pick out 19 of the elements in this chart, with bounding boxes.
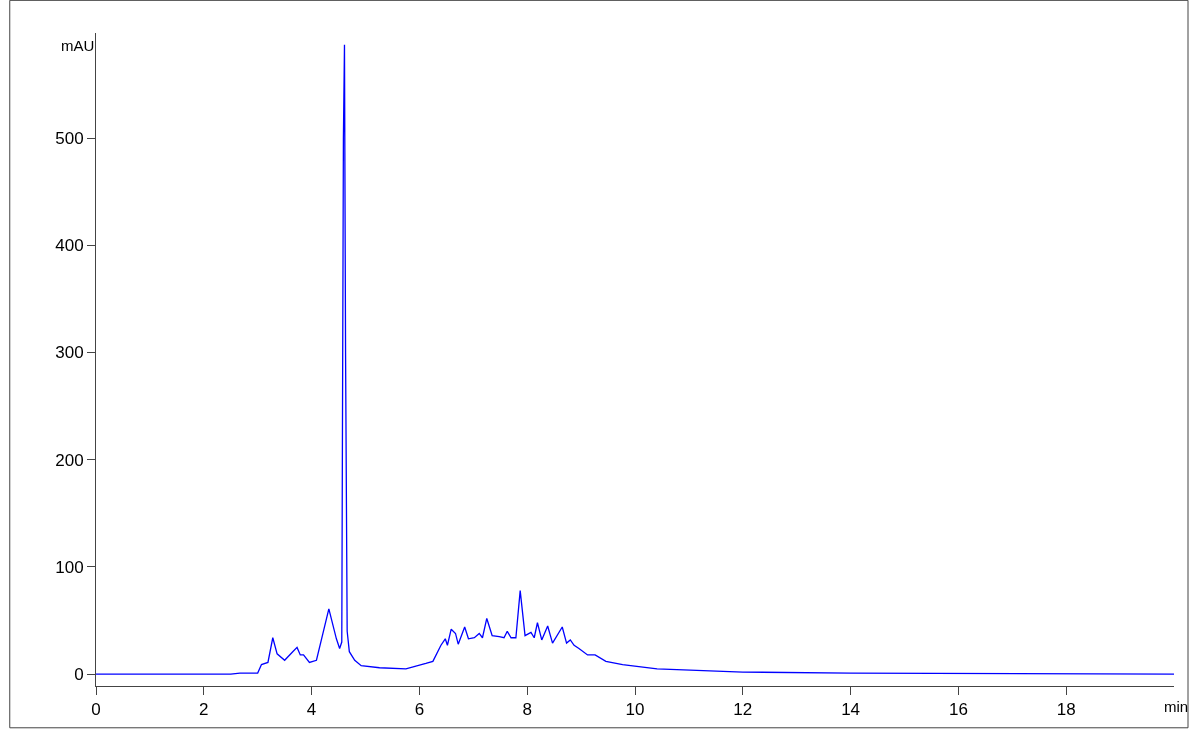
y-tick-label: 100 xyxy=(55,557,84,577)
y-tick-label: 200 xyxy=(55,450,84,470)
x-tick-label: 0 xyxy=(91,700,101,720)
x-tick-label: 14 xyxy=(841,700,861,720)
x-tick-label: 10 xyxy=(625,700,645,720)
x-tick-label: 4 xyxy=(306,700,317,720)
y-tick-label: 400 xyxy=(55,236,84,256)
x-tick-label: 12 xyxy=(733,700,753,720)
x-tick-label: 2 xyxy=(199,700,209,720)
y-axis-title: mAU xyxy=(61,37,95,54)
y-tick-label: 300 xyxy=(55,343,84,363)
y-tick-label: 500 xyxy=(55,129,84,149)
x-axis-title: min xyxy=(1164,698,1189,715)
x-tick-label: 16 xyxy=(948,700,968,720)
y-tick-label: 0 xyxy=(74,665,84,685)
line-series xyxy=(96,44,1174,675)
x-tick-label: 8 xyxy=(522,700,532,720)
x-tick-label: 6 xyxy=(414,700,425,720)
x-tick-label: 18 xyxy=(1056,700,1076,720)
